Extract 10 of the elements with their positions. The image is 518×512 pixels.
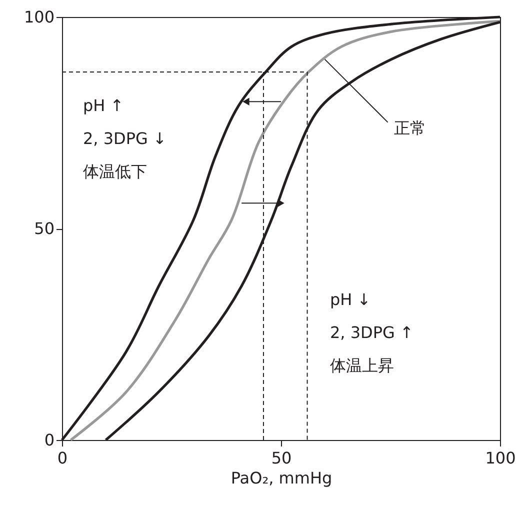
y-tick-label: 0 [44,430,54,450]
x-axis-title: PaO₂, mmHg [230,468,332,488]
y-tick-label: 100 [24,8,54,26]
annotation: pH ↑ 2, 3DPG ↓ 体温低下 [83,96,166,181]
annotation: 正常 [394,118,426,138]
x-tick-label: 0 [57,448,68,468]
x-tick-label: 100 [485,448,516,468]
annotation: pH ↓ 2, 3DPG ↑ 体温上昇 [330,290,414,375]
x-tick-label: 50 [271,448,292,468]
y-tick-label: 50 [34,219,54,238]
